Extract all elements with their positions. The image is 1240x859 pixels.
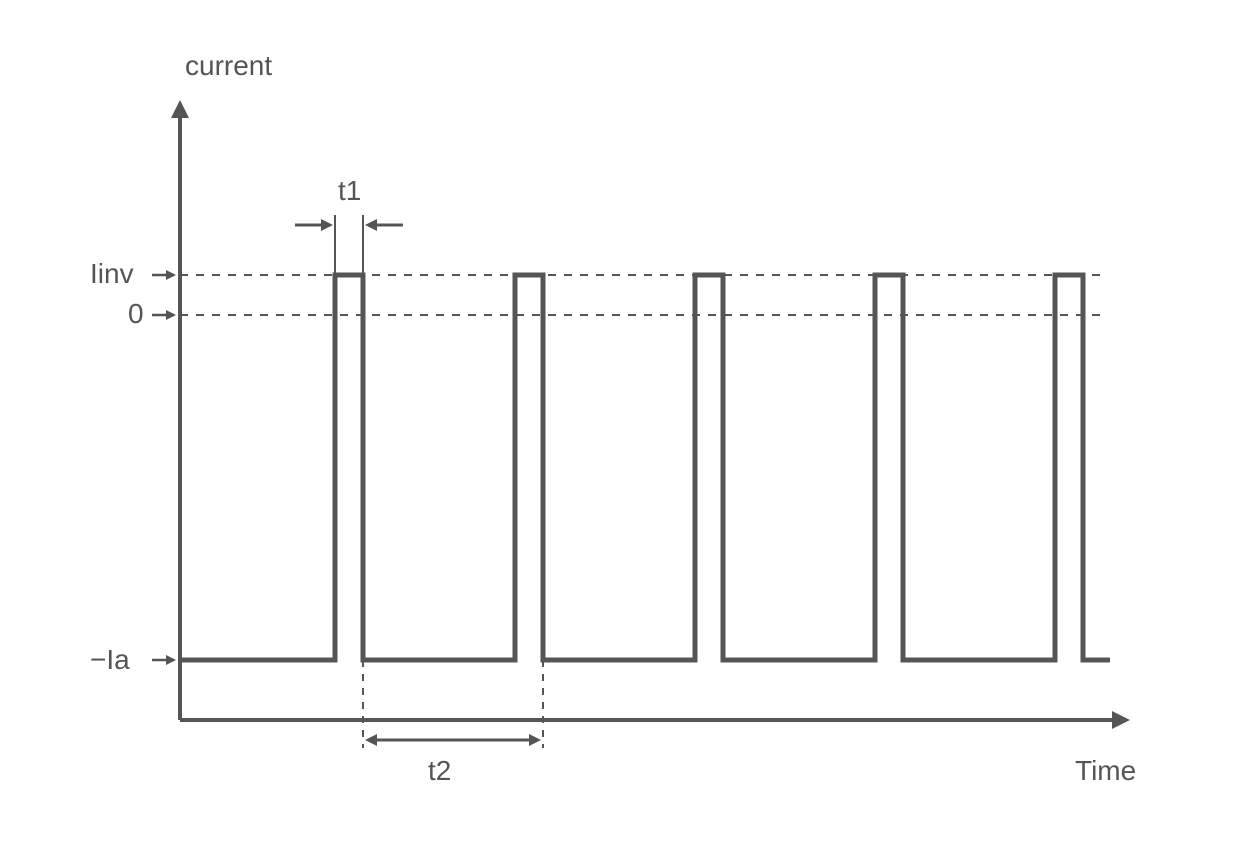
t2-arrowhead-r [529,734,541,746]
t2-arrowhead-l [365,734,377,746]
x-axis-arrow-icon [1112,711,1130,729]
y-tick-zero: 0 [128,298,144,330]
x-axis-label: Time [1075,755,1136,787]
tick-arrow-neg-ia-icon-head [166,655,176,665]
waveform [180,275,1110,660]
tick-arrow-zero-icon-head [166,310,176,320]
waveform-chart [0,0,1240,859]
y-axis-arrow-icon [171,100,189,118]
annotation-t1: t1 [338,175,361,207]
tick-arrow-iinv-icon-head [166,270,176,280]
y-axis-label: current [185,50,272,82]
t1-right-arrowhead [365,219,377,231]
y-tick-iinv: Iinv [90,258,134,290]
annotation-t2: t2 [428,755,451,787]
y-tick-neg-ia: −Ia [90,644,130,676]
t1-left-arrowhead [321,219,333,231]
